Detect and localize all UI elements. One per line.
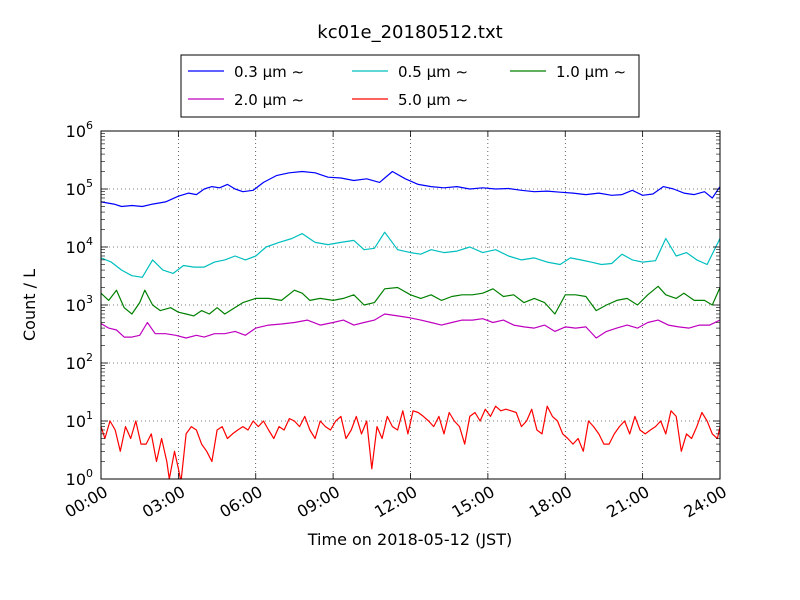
series-lines bbox=[101, 170, 720, 479]
series-line-0 bbox=[101, 170, 720, 208]
y-axis-label: Count / L bbox=[20, 269, 39, 341]
series-line-4 bbox=[101, 405, 720, 479]
series-line-3 bbox=[101, 313, 720, 339]
chart-title: kc01e_20180512.txt bbox=[317, 22, 502, 43]
y-tick-labels: 100 101 102 103 104 105 106 bbox=[66, 119, 93, 489]
y-tick-label: 103 bbox=[66, 293, 93, 315]
x-axis-label: Time on 2018-05-12 (JST) bbox=[307, 530, 512, 549]
legend-label-1: 0.5 μm ∼ bbox=[398, 63, 468, 81]
y-tick-label: 102 bbox=[66, 351, 93, 373]
legend-frame bbox=[180, 54, 640, 118]
series-line-1 bbox=[101, 231, 720, 278]
legend: 0.3 μm ∼ 0.5 μm ∼ 1.0 μm ∼ 2.0 μm ∼ 5.0 μm ∼ bbox=[180, 54, 640, 118]
legend-label-3: 2.0 μm ∼ bbox=[234, 91, 304, 109]
axis-ticks bbox=[100, 130, 721, 480]
y-tick-label: 101 bbox=[66, 409, 93, 431]
y-tick-label: 106 bbox=[66, 119, 93, 141]
y-tick-label: 100 bbox=[66, 467, 93, 489]
series-line-2 bbox=[101, 285, 720, 317]
legend-label-4: 5.0 μm ∼ bbox=[398, 91, 468, 109]
y-tick-label: 104 bbox=[66, 235, 93, 257]
legend-label-2: 1.0 μm ∼ bbox=[556, 63, 626, 81]
y-tick-label: 105 bbox=[66, 177, 93, 199]
legend-label-0: 0.3 μm ∼ bbox=[234, 63, 304, 81]
